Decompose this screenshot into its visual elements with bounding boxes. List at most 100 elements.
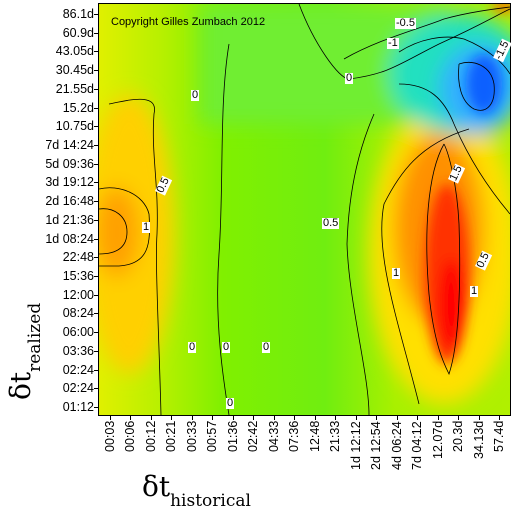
- y-tick-label: 06:00: [62, 325, 94, 340]
- y-axis-subscript: realized: [25, 302, 45, 372]
- x-tick-label: 02:42: [246, 420, 261, 452]
- contour-label: 1: [470, 285, 479, 297]
- y-tick-mark: [94, 407, 98, 408]
- contour-half-right: [346, 113, 375, 415]
- y-tick-mark: [94, 369, 98, 371]
- x-tick-label: 12:48: [307, 420, 322, 452]
- y-tick-label: 15:36: [62, 269, 94, 283]
- y-tick-mark: [94, 14, 98, 15]
- contour-label: 0: [222, 341, 231, 353]
- x-tick-label: 21:33: [328, 420, 343, 452]
- y-tick-label: 02:24: [62, 381, 94, 396]
- contour-label: 0: [262, 341, 271, 353]
- heatmap-plot-area: Copyright Gilles Zumbach 2012: [98, 3, 511, 416]
- x-tick-mark: [417, 416, 419, 420]
- x-tick-label: 57.4d: [492, 420, 506, 452]
- x-tick-mark: [150, 416, 152, 420]
- y-tick-mark: [94, 163, 98, 165]
- y-tick-label: 3d 19:12: [45, 175, 94, 190]
- x-tick-mark: [191, 416, 193, 420]
- y-tick-mark: [94, 219, 98, 221]
- heatmap-surface: [99, 4, 510, 415]
- contour-label: 0: [188, 341, 197, 353]
- y-tick-mark: [94, 257, 98, 259]
- contour-label: 1: [142, 221, 151, 233]
- x-tick-mark: [314, 416, 316, 420]
- x-tick-mark: [355, 416, 357, 420]
- x-tick-label: 01:36: [225, 420, 240, 452]
- contour-label: 0: [191, 89, 200, 101]
- y-tick-mark: [94, 88, 98, 90]
- contour-label: 0: [345, 72, 354, 84]
- x-tick-mark: [437, 416, 439, 420]
- y-tick-label: 22:48: [62, 250, 94, 265]
- y-tick-mark: [94, 70, 98, 72]
- y-tick-label: 1d 21:36: [45, 212, 94, 227]
- y-tick-label: 01:12: [62, 400, 94, 414]
- y-tick-mark: [94, 107, 98, 109]
- y-tick-label: 10.75d: [55, 119, 94, 134]
- y-tick-label: 15.2d: [62, 100, 94, 115]
- contour-one-left: [99, 208, 128, 255]
- y-tick-label: 08:24: [62, 306, 94, 321]
- y-tick-mark: [94, 32, 98, 34]
- contour-one-right: [381, 128, 470, 405]
- y-tick-mark: [94, 276, 98, 277]
- contour-label: -1: [387, 37, 399, 49]
- x-axis-title: δthistorical: [142, 470, 251, 511]
- x-tick-mark: [212, 416, 214, 420]
- heatmap-region-blue: [466, 54, 502, 114]
- x-axis-subscript: historical: [170, 491, 251, 511]
- x-tick-label: 00:33: [184, 420, 199, 452]
- y-tick-label: 60.9d: [62, 25, 94, 40]
- x-tick-label: 00:21: [164, 420, 179, 452]
- x-tick-label: 20.3d: [451, 420, 466, 452]
- x-tick-label: 00:12: [143, 420, 158, 452]
- contour-half-left: [99, 187, 150, 267]
- y-tick-label: 1d 08:24: [45, 231, 94, 246]
- copyright-text: Copyright Gilles Zumbach 2012: [111, 16, 266, 28]
- x-tick-mark: [396, 416, 398, 420]
- y-tick-mark: [94, 201, 98, 203]
- y-tick-mark: [94, 388, 98, 390]
- x-tick-mark: [110, 416, 111, 420]
- contour-label: 0.5: [322, 217, 340, 229]
- x-tick-mark: [130, 416, 132, 420]
- contour-minus-half: [343, 6, 510, 60]
- y-tick-mark: [94, 313, 98, 315]
- y-tick-mark: [94, 126, 98, 128]
- y-axis-title: δtrealized: [4, 303, 45, 400]
- y-tick-label: 86.1d: [62, 7, 94, 21]
- y-tick-label: 5d 09:36: [45, 156, 94, 171]
- heatmap-region-red-core: [439, 259, 463, 349]
- x-tick-mark: [478, 416, 480, 420]
- x-tick-label: 12.07d: [430, 420, 445, 459]
- x-tick-mark: [499, 416, 500, 420]
- x-tick-mark: [273, 416, 275, 420]
- contour-mid-vertical: [217, 43, 230, 415]
- x-axis-symbol: δt: [142, 470, 171, 503]
- x-tick-mark: [335, 416, 337, 420]
- contour-zero-top: [298, 4, 510, 80]
- y-tick-label: 7d 14:24: [45, 138, 94, 152]
- contour-onehalf-right: [426, 143, 461, 376]
- x-tick-mark: [171, 416, 173, 420]
- y-tick-label: 12:00: [62, 287, 94, 302]
- y-tick-label: 03:36: [62, 343, 94, 358]
- y-tick-label: 02:24: [62, 362, 94, 377]
- y-axis-symbol: δt: [4, 371, 37, 400]
- x-tick-label: 1d 12:12: [348, 421, 363, 470]
- x-tick-mark: [376, 416, 378, 420]
- y-tick-mark: [94, 350, 98, 352]
- contour-label: 1: [392, 267, 401, 279]
- contour-minus-onehalf: [458, 62, 495, 111]
- x-tick-label: 00:06: [123, 420, 138, 452]
- y-tick-label: 43.05d: [55, 44, 94, 59]
- x-tick-label: 7d 04:12: [410, 421, 425, 470]
- contour-diagonal: [398, 83, 510, 215]
- x-tick-label: 00:57: [205, 420, 220, 452]
- contour-label: 0: [226, 397, 235, 409]
- contour-lines: [99, 4, 510, 415]
- y-tick-mark: [94, 145, 98, 146]
- contour-zero-left: [108, 98, 162, 415]
